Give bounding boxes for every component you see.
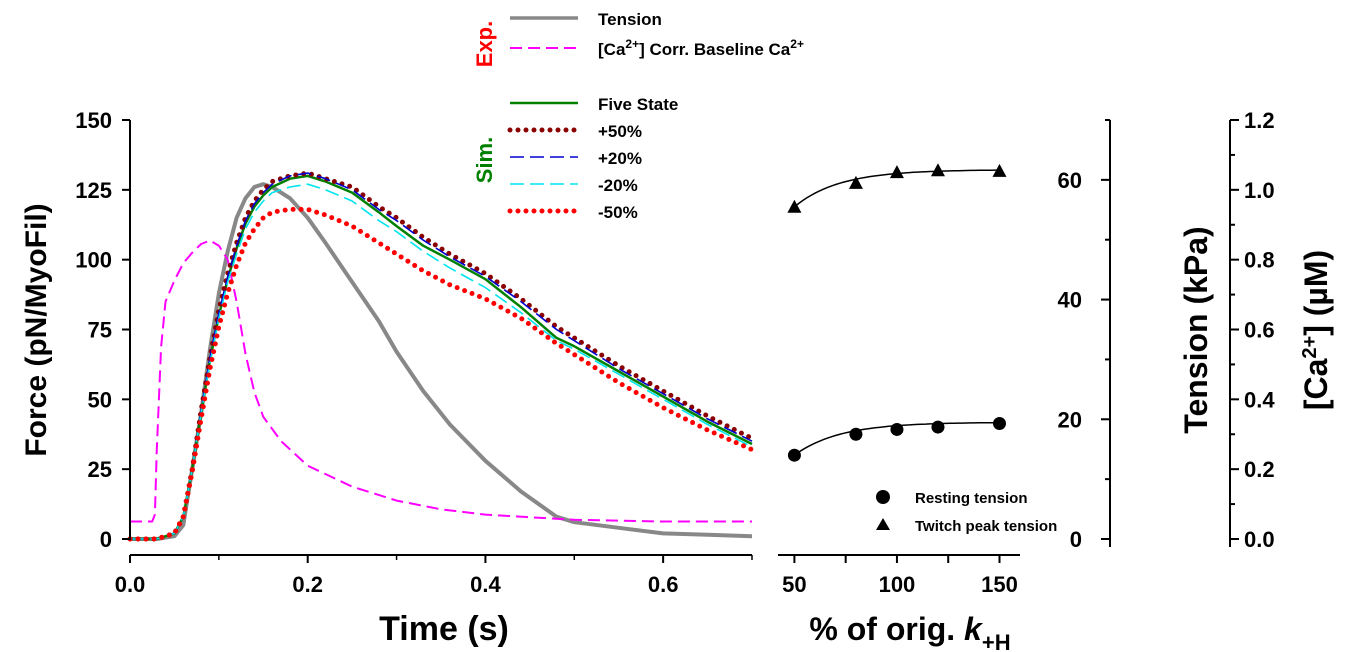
legend-label-resting: Resting tension	[915, 490, 1028, 507]
tension-axis: 0 20 40 60 Tension (kPa)	[1058, 119, 1214, 552]
force-axis-label: Force (pN/MyoFil)	[20, 203, 53, 456]
force-y-tick-label: 75	[88, 318, 112, 343]
force-y-tick-label: 150	[75, 108, 112, 133]
tension-tick-label: 40	[1058, 288, 1082, 313]
twitch-peak-point	[889, 165, 904, 179]
series-line-tension	[130, 182, 753, 541]
twitch-peak-point	[848, 175, 863, 189]
k-x-ticks: 50 100 150	[782, 555, 1018, 597]
legend-marker-resting	[876, 490, 890, 504]
ca-tick-label: 0.8	[1244, 248, 1275, 273]
time-axis-label: Time (s)	[379, 610, 509, 648]
force-curves	[127, 170, 755, 542]
resting-tension-point	[849, 427, 863, 441]
legend-label-tension: Tension	[598, 10, 662, 29]
tension-tick-label: 0	[1070, 527, 1082, 552]
resting-tension-point	[787, 448, 801, 462]
tension-tick-label: 20	[1058, 407, 1082, 432]
tension-scatter-chart: 50 100 150 % of orig. k+H Resting tension …	[778, 163, 1057, 652]
k-x-tick-label: 150	[981, 572, 1018, 597]
twitch-peak-point	[930, 163, 945, 177]
ca-axis: 0.0 0.2 0.4 0.6 0.8 1.0 1.2 [Ca2+] (µM)	[1229, 108, 1334, 552]
resting-tension-point	[890, 422, 904, 436]
legend-marker-twitch	[876, 518, 890, 530]
tension-ticks: 0 20 40 60	[1058, 119, 1110, 552]
scatter-markers	[787, 163, 1007, 462]
ca-tick-label: 0.4	[1244, 387, 1275, 412]
time-x-tick-label: 0.4	[470, 572, 501, 597]
k-x-tick-label: 50	[782, 572, 806, 597]
ca-ticks: 0.0 0.2 0.4 0.6 0.8 1.0 1.2	[1230, 108, 1275, 552]
legend-group-sim: Sim.	[472, 137, 497, 183]
legend-label-plus50: +50%	[598, 122, 642, 141]
legend-label-plus20: +20%	[598, 149, 642, 168]
time-x-tick-label: 0.2	[292, 572, 323, 597]
force-y-tick-label: 50	[88, 387, 112, 412]
force-chart: 0 25 50 75 100 125 150 0.0 0.2 0.4 0.6 Time (s) F…	[20, 108, 755, 648]
time-x-tick-label: 0.6	[648, 572, 679, 597]
ca-tick-label: 0.6	[1244, 318, 1275, 343]
ca-tick-label: 0.2	[1244, 457, 1275, 482]
force-y-ticks: 0 25 50 75 100 125 150	[75, 108, 130, 552]
k-x-tick-label: 100	[879, 572, 916, 597]
series-line-20	[130, 183, 753, 540]
legend-label-twitch: Twitch peak tension	[915, 518, 1057, 535]
resting-tension-point	[931, 420, 945, 434]
legend-label-minus20: -20%	[598, 176, 638, 195]
legend: Exp. Sim. Tension [Ca2+] Corr. Baseline …	[472, 10, 804, 222]
series-line-50	[127, 206, 755, 542]
ca-tick-label: 1.2	[1244, 108, 1275, 133]
k-axis-label: % of orig. k+H	[809, 611, 1010, 652]
ca-axis-label: [Ca2+] (µM)	[1298, 250, 1334, 410]
twitch-peak-point	[992, 163, 1007, 177]
twitch-peak-point	[787, 199, 802, 213]
legend-label-ca: [Ca2+] Corr. Baseline Ca2+	[598, 37, 804, 59]
tension-axis-label: Tension (kPa)	[1178, 226, 1214, 433]
ca-tick-label: 1.0	[1244, 178, 1275, 203]
series-line-50	[127, 170, 755, 542]
time-x-tick-label: 0.0	[115, 572, 146, 597]
series-line-20	[130, 172, 753, 540]
tension-tick-label: 60	[1058, 168, 1082, 193]
force-y-tick-label: 0	[100, 527, 112, 552]
resting-tension-point	[992, 416, 1006, 430]
fit-curves	[793, 169, 1000, 456]
force-y-tick-label: 125	[75, 178, 112, 203]
series-line-five-state	[130, 174, 753, 541]
legend-label-minus50: -50%	[598, 203, 638, 222]
time-x-ticks: 0.0 0.2 0.4 0.6	[115, 555, 753, 597]
force-y-tick-label: 25	[88, 457, 112, 482]
legend-label-five-state: Five State	[598, 95, 678, 114]
ca-tick-label: 0.0	[1244, 527, 1275, 552]
force-y-tick-label: 100	[75, 248, 112, 273]
legend-group-exp: Exp.	[472, 21, 497, 67]
